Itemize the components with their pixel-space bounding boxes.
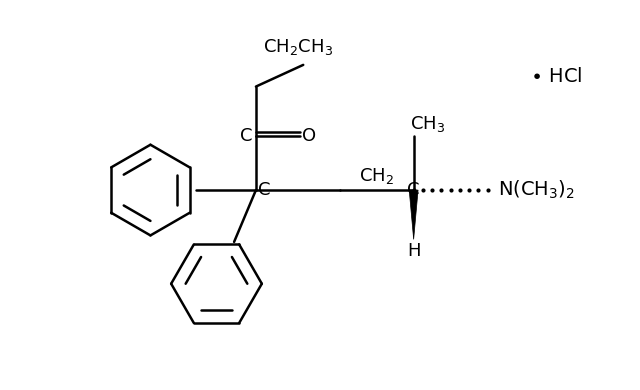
Text: H: H	[407, 242, 420, 260]
Text: C: C	[408, 181, 420, 199]
Polygon shape	[409, 190, 418, 239]
Text: $\mathregular{CH_3}$: $\mathregular{CH_3}$	[410, 114, 445, 134]
Text: O: O	[302, 127, 316, 145]
Text: $\mathregular{CH_2CH_3}$: $\mathregular{CH_2CH_3}$	[263, 37, 333, 57]
Text: C: C	[240, 127, 252, 145]
Text: $\mathregular{N(CH_3)_2}$: $\mathregular{N(CH_3)_2}$	[499, 179, 575, 201]
Text: C: C	[257, 181, 270, 199]
Text: $\bullet$ HCl: $\bullet$ HCl	[531, 67, 583, 86]
Text: $\mathregular{CH_2}$: $\mathregular{CH_2}$	[359, 166, 394, 186]
